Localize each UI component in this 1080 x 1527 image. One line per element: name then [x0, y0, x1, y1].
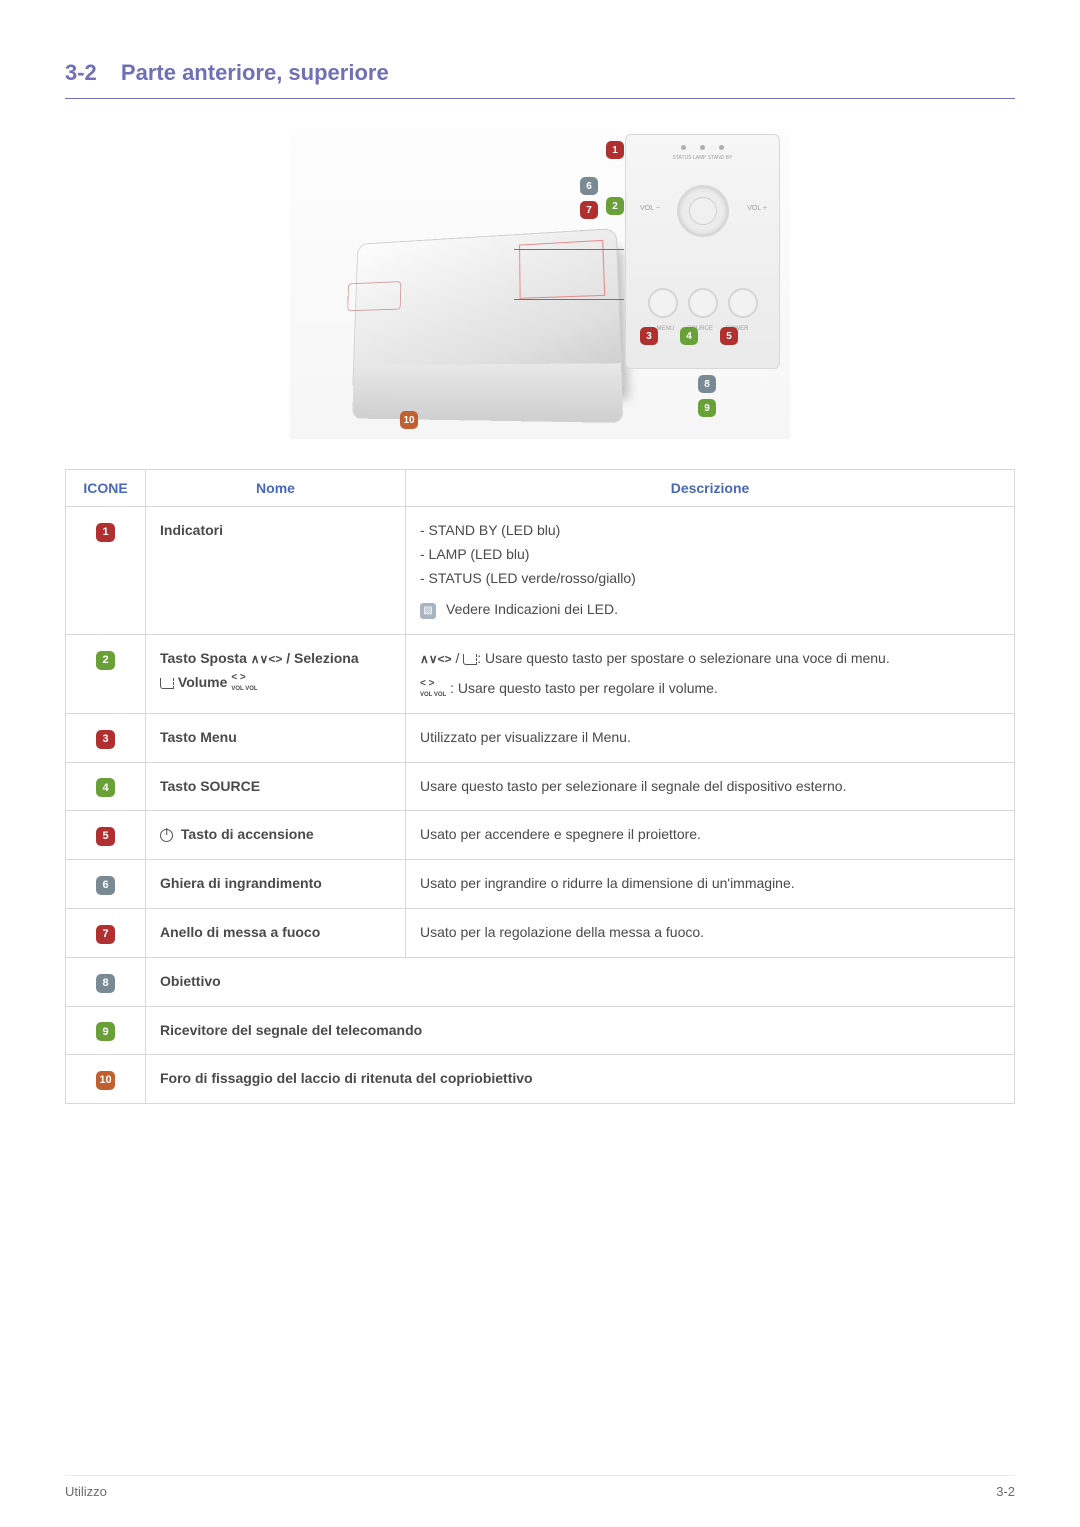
callout-6: 6	[580, 177, 598, 195]
section-title: Parte anteriore, superiore	[121, 60, 389, 85]
projector-front	[352, 363, 623, 423]
menu-button	[648, 288, 678, 318]
footer-right: 3-2	[996, 1484, 1015, 1499]
th-descrizione: Descrizione	[406, 470, 1015, 507]
power-button	[728, 288, 758, 318]
callout-8: 8	[698, 375, 716, 393]
projector-diagram: 6 7 10 STATUS LAMP STAND BY VOL − VOL + …	[290, 129, 790, 439]
table-row-badge: 7	[66, 908, 146, 957]
leader	[514, 249, 624, 250]
callout-3: 3	[640, 327, 658, 345]
page-footer: Utilizzo 3-2	[65, 1475, 1015, 1499]
leader	[514, 299, 624, 300]
table-row-name-span: Obiettivo	[146, 957, 1015, 1006]
callout-7: 7	[580, 201, 598, 219]
table-row-name: Ghiera di ingrandimento	[146, 860, 406, 909]
nav-ring	[677, 185, 729, 237]
section-heading: 3-2 Parte anteriore, superiore	[65, 60, 1015, 99]
callout-4: 4	[680, 327, 698, 345]
led-dots	[626, 145, 779, 150]
table-row-badge: 4	[66, 762, 146, 811]
callout-10: 10	[400, 411, 418, 429]
table-row-desc: Usato per la regolazione della messa a f…	[406, 908, 1015, 957]
table-row-name: Anello di messa a fuoco	[146, 908, 406, 957]
table-row-name: Tasto SOURCE	[146, 762, 406, 811]
vol-plus-label: VOL +	[747, 205, 767, 212]
table-row-badge: 8	[66, 957, 146, 1006]
table-row-badge: 3	[66, 713, 146, 762]
th-icone: ICONE	[66, 470, 146, 507]
callout-5: 5	[720, 327, 738, 345]
source-button	[688, 288, 718, 318]
table-row-desc: Utilizzato per visualizzare il Menu.	[406, 713, 1015, 762]
led-labels: STATUS LAMP STAND BY	[626, 155, 779, 161]
section-number: 3-2	[65, 60, 97, 85]
callout-9: 9	[698, 399, 716, 417]
table-row-badge: 1	[66, 507, 146, 635]
footer-left: Utilizzo	[65, 1484, 107, 1499]
menu-label: MENU	[656, 326, 674, 332]
callout-1: 1	[606, 141, 624, 159]
th-nome: Nome	[146, 470, 406, 507]
table-row-badge: 2	[66, 635, 146, 714]
table-row-name: Tasto Menu	[146, 713, 406, 762]
table-row-badge: 10	[66, 1055, 146, 1104]
callout-2: 2	[606, 197, 624, 215]
diagram-container: 6 7 10 STATUS LAMP STAND BY VOL − VOL + …	[65, 129, 1015, 439]
table-row-badge: 5	[66, 811, 146, 860]
table-row-name: Indicatori	[146, 507, 406, 635]
table-row-name-span: Ricevitore del segnale del telecomando	[146, 1006, 1015, 1055]
table-row-desc: ∧∨<> / : Usare questo tasto per spostare…	[406, 635, 1015, 714]
vol-minus-label: VOL −	[640, 205, 660, 212]
table-row-name-span: Foro di fissaggio del laccio di ritenuta…	[146, 1055, 1015, 1104]
table-row-desc: Usare questo tasto per selezionare il se…	[406, 762, 1015, 811]
button-row	[626, 288, 779, 318]
table-row-name: Tasto di accensione	[146, 811, 406, 860]
lens-highlight	[347, 281, 401, 311]
table-row-desc: - STAND BY (LED blu)- LAMP (LED blu)- ST…	[406, 507, 1015, 635]
table-row-desc: Usato per accendere e spegnere il proiet…	[406, 811, 1015, 860]
table-row-desc: Usato per ingrandire o ridurre la dimens…	[406, 860, 1015, 909]
table-row-badge: 9	[66, 1006, 146, 1055]
projector-body	[352, 228, 623, 390]
parts-table: ICONE Nome Descrizione 1Indicatori- STAN…	[65, 469, 1015, 1104]
table-row-name: Tasto Sposta ∧∨<> / Seleziona Volume < >…	[146, 635, 406, 714]
table-row-badge: 6	[66, 860, 146, 909]
